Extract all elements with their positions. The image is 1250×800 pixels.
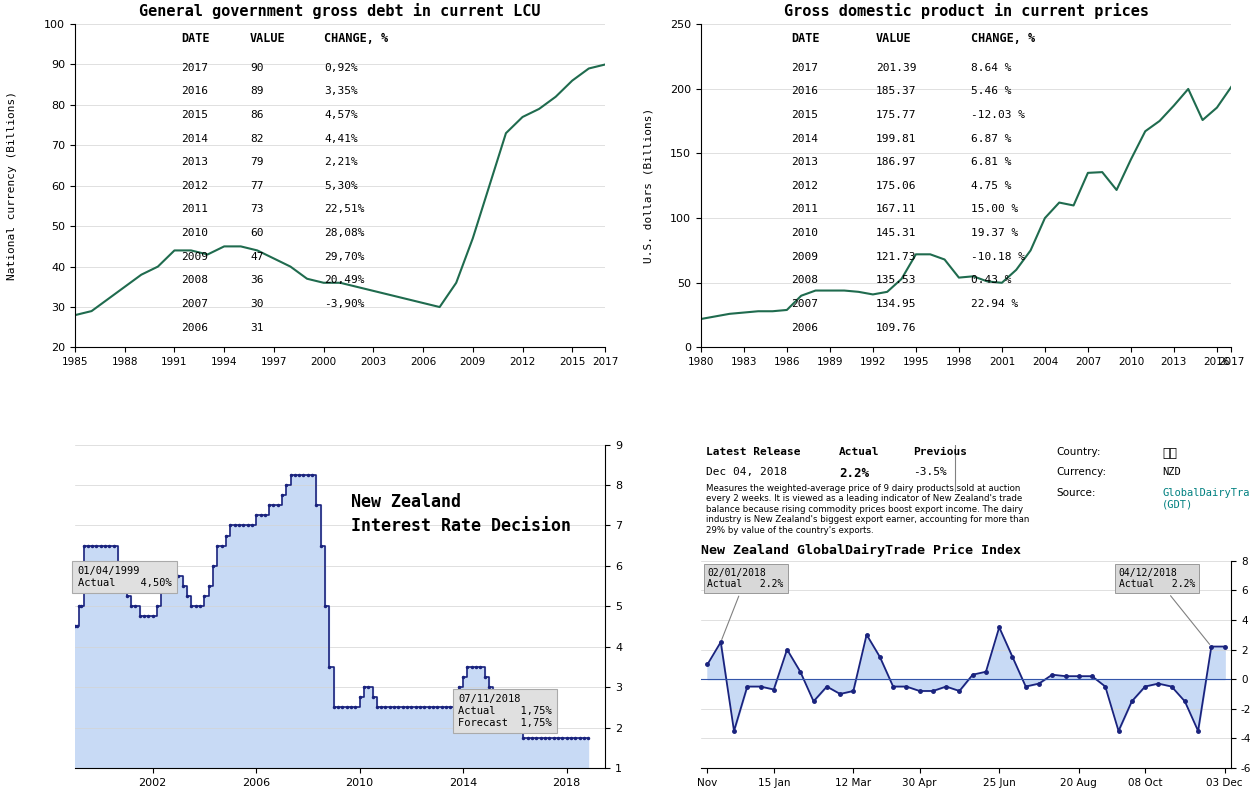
Text: 6.81 %: 6.81 %: [971, 158, 1011, 167]
Text: 86: 86: [250, 110, 264, 120]
Text: 82: 82: [250, 134, 264, 144]
Text: 145.31: 145.31: [876, 228, 916, 238]
Text: 0,92%: 0,92%: [324, 62, 357, 73]
Text: 2016: 2016: [181, 86, 208, 96]
Text: 29,70%: 29,70%: [324, 252, 365, 262]
Text: 19.37 %: 19.37 %: [971, 228, 1019, 238]
Text: 79: 79: [250, 158, 264, 167]
Text: 2009: 2009: [791, 252, 818, 262]
Text: 2016: 2016: [791, 86, 818, 96]
Text: 199.81: 199.81: [876, 134, 916, 144]
Text: Measures the weighted-average price of 9 dairy products sold at auction
every 2 : Measures the weighted-average price of 9…: [706, 484, 1030, 534]
Text: 73: 73: [250, 205, 264, 214]
Text: 89: 89: [250, 86, 264, 96]
Text: 134.95: 134.95: [876, 299, 916, 309]
Text: 2010: 2010: [791, 228, 818, 238]
Text: Previous: Previous: [912, 446, 968, 457]
Text: -10.18 %: -10.18 %: [971, 252, 1025, 262]
Text: 04/12/2018
Actual   2.2%: 04/12/2018 Actual 2.2%: [1119, 568, 1210, 644]
Text: 2015: 2015: [791, 110, 818, 120]
Text: 01/04/1999
Actual    4,50%: 01/04/1999 Actual 4,50%: [78, 566, 171, 588]
Text: 2007: 2007: [791, 299, 818, 309]
Text: 2008: 2008: [181, 275, 208, 286]
Text: DATE: DATE: [791, 32, 820, 45]
Text: 2,21%: 2,21%: [324, 158, 357, 167]
Y-axis label: National currency (Billions): National currency (Billions): [6, 91, 16, 280]
Y-axis label: U.S. dollars (Billions): U.S. dollars (Billions): [644, 108, 654, 263]
Text: Latest Release: Latest Release: [706, 446, 801, 457]
Text: 22,51%: 22,51%: [324, 205, 365, 214]
Text: 2008: 2008: [791, 275, 818, 286]
Text: 201.39: 201.39: [876, 62, 916, 73]
Text: 2017: 2017: [791, 62, 818, 73]
Text: 2006: 2006: [791, 322, 818, 333]
Text: VALUE: VALUE: [250, 32, 286, 45]
Text: Currency:: Currency:: [1056, 467, 1106, 478]
Text: New Zealand
Interest Rate Decision: New Zealand Interest Rate Decision: [351, 493, 571, 534]
Text: 31: 31: [250, 322, 264, 333]
Text: CHANGE, %: CHANGE, %: [324, 32, 389, 45]
Text: 121.73: 121.73: [876, 252, 916, 262]
Text: 2013: 2013: [181, 158, 208, 167]
Text: 4.75 %: 4.75 %: [971, 181, 1011, 191]
Text: 02/01/2018
Actual   2.2%: 02/01/2018 Actual 2.2%: [707, 568, 784, 639]
Text: 15.00 %: 15.00 %: [971, 205, 1019, 214]
Text: 8.64 %: 8.64 %: [971, 62, 1011, 73]
Text: 07/11/2018
Actual    1,75%
Forecast  1,75%: 07/11/2018 Actual 1,75% Forecast 1,75%: [458, 694, 551, 727]
Text: Actual: Actual: [839, 446, 879, 457]
Text: 🇳🇿: 🇳🇿: [1162, 446, 1177, 459]
Text: 28,08%: 28,08%: [324, 228, 365, 238]
Text: CHANGE, %: CHANGE, %: [971, 32, 1035, 45]
Text: 60: 60: [250, 228, 264, 238]
Text: NZD: NZD: [1162, 467, 1181, 478]
Text: GlobalDairyTrade
(GDT): GlobalDairyTrade (GDT): [1162, 488, 1250, 510]
Title: General government gross debt in current LCU: General government gross debt in current…: [140, 2, 541, 18]
Text: -3.5%: -3.5%: [912, 467, 946, 478]
Text: 186.97: 186.97: [876, 158, 916, 167]
Text: 77: 77: [250, 181, 264, 191]
Text: 22.94 %: 22.94 %: [971, 299, 1019, 309]
Text: 30: 30: [250, 299, 264, 309]
Text: 175.77: 175.77: [876, 110, 916, 120]
Text: 20,49%: 20,49%: [324, 275, 365, 286]
Text: 185.37: 185.37: [876, 86, 916, 96]
Text: 2014: 2014: [181, 134, 208, 144]
Text: 5.46 %: 5.46 %: [971, 86, 1011, 96]
Text: -12.03 %: -12.03 %: [971, 110, 1025, 120]
Text: DATE: DATE: [181, 32, 210, 45]
Text: 167.11: 167.11: [876, 205, 916, 214]
Text: 2011: 2011: [791, 205, 818, 214]
Text: 2006: 2006: [181, 322, 208, 333]
Text: 2011: 2011: [181, 205, 208, 214]
Text: 2012: 2012: [181, 181, 208, 191]
Text: 6.87 %: 6.87 %: [971, 134, 1011, 144]
Text: 109.76: 109.76: [876, 322, 916, 333]
Text: 2012: 2012: [791, 181, 818, 191]
Text: Dec 04, 2018: Dec 04, 2018: [706, 467, 788, 478]
Text: 3,35%: 3,35%: [324, 86, 357, 96]
Text: 2.2%: 2.2%: [839, 467, 869, 480]
Text: 2009: 2009: [181, 252, 208, 262]
Text: 135.53: 135.53: [876, 275, 916, 286]
Text: 2010: 2010: [181, 228, 208, 238]
Text: 2014: 2014: [791, 134, 818, 144]
Text: 2015: 2015: [181, 110, 208, 120]
Text: 4,41%: 4,41%: [324, 134, 357, 144]
Text: 0.43 %: 0.43 %: [971, 275, 1011, 286]
Title: Gross domestic product in current prices: Gross domestic product in current prices: [784, 2, 1149, 18]
Text: New Zealand GlobalDairyTrade Price Index: New Zealand GlobalDairyTrade Price Index: [701, 544, 1021, 557]
Text: -3,90%: -3,90%: [324, 299, 365, 309]
Text: 2007: 2007: [181, 299, 208, 309]
Text: 5,30%: 5,30%: [324, 181, 357, 191]
Text: 90: 90: [250, 62, 264, 73]
Text: 2013: 2013: [791, 158, 818, 167]
Text: Country:: Country:: [1056, 446, 1101, 457]
Text: Source:: Source:: [1056, 488, 1096, 498]
Text: 4,57%: 4,57%: [324, 110, 357, 120]
Text: 2017: 2017: [181, 62, 208, 73]
Text: 175.06: 175.06: [876, 181, 916, 191]
Text: VALUE: VALUE: [876, 32, 911, 45]
Text: 47: 47: [250, 252, 264, 262]
Text: 36: 36: [250, 275, 264, 286]
